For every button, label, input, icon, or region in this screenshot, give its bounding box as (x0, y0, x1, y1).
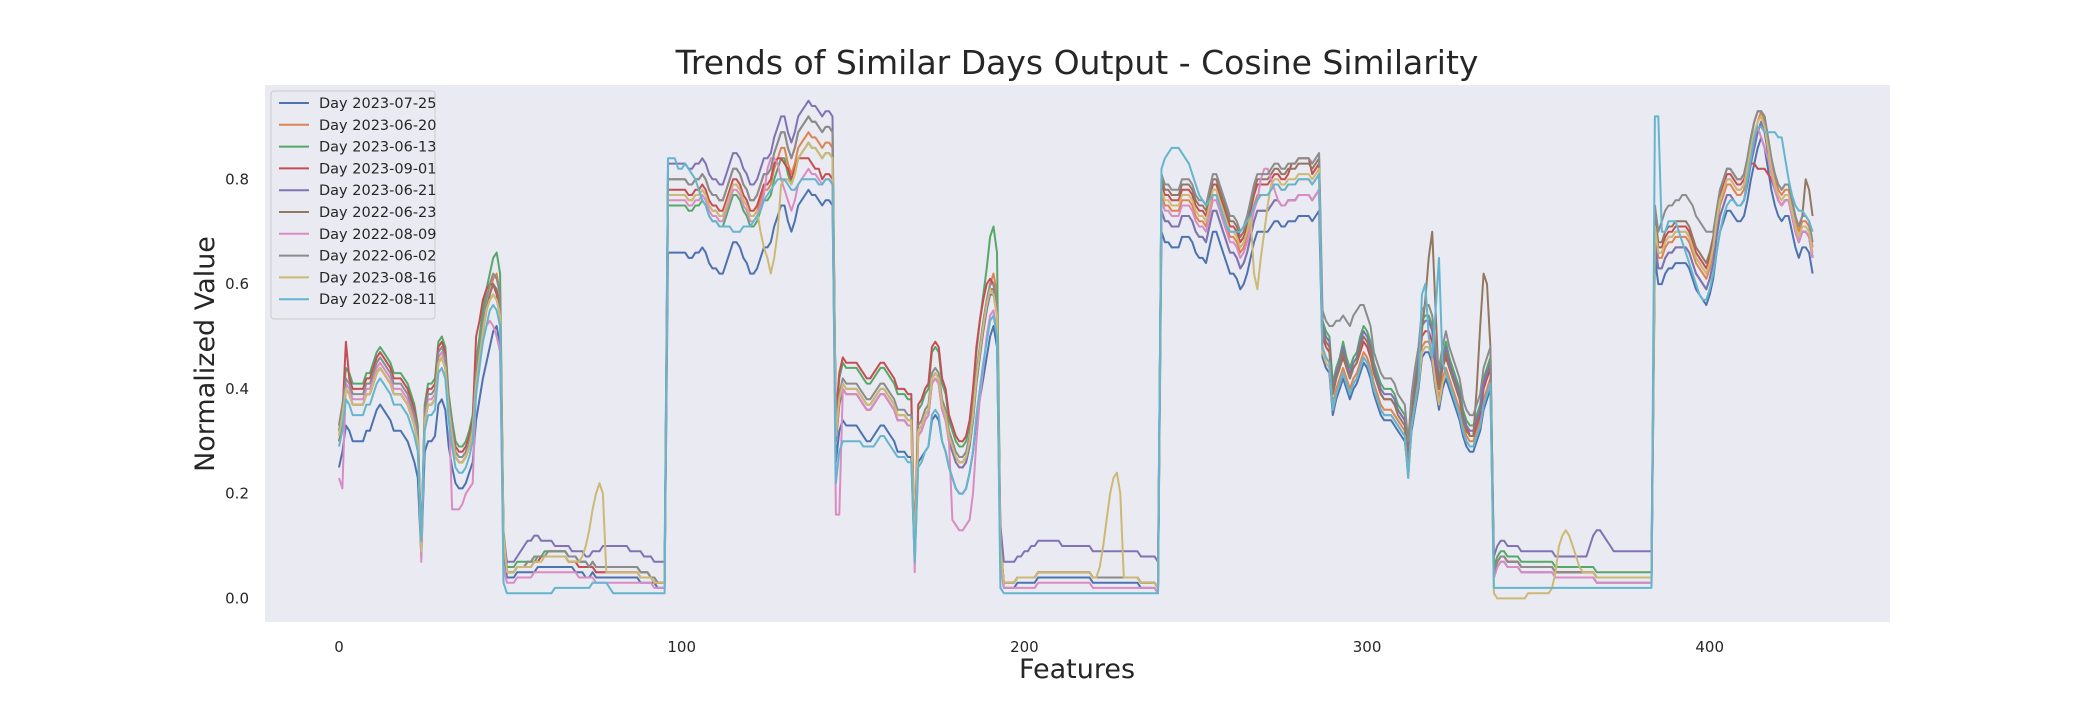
x-tick-label: 200 (1010, 638, 1039, 656)
series-line-10 (338, 115, 1814, 595)
y-tick-label: 0.4 (225, 380, 249, 398)
legend-label: Day 2023-07-25 (319, 96, 437, 112)
legend-box (270, 90, 436, 320)
y-tick-label: 0.2 (225, 485, 249, 503)
y-tick-label: 0.0 (225, 589, 249, 607)
x-tick-label: 300 (1353, 638, 1382, 656)
x-tick-label: 0 (334, 638, 344, 656)
chart-title: Trends of Similar Days Output - Cosine S… (675, 43, 1479, 82)
y-axis-ticks: 0.0 0.2 0.4 0.6 0.8 (225, 170, 249, 607)
y-axis-label: Normalized Value (190, 236, 221, 472)
series-line-5 (338, 99, 1814, 563)
legend-label: Day 2022-06-23 (319, 205, 437, 221)
legend: Day 2023-07-25 Day 2023-06-20 Day 2023-06-… (270, 90, 437, 320)
series-line-9 (338, 115, 1814, 600)
x-tick-label: 100 (667, 638, 696, 656)
legend-label: Day 2023-09-01 (319, 161, 437, 177)
series-layer (338, 99, 1814, 600)
legend-label: Day 2022-06-02 (319, 249, 437, 265)
x-axis-label: Features (1019, 654, 1135, 685)
legend-label: Day 2023-06-21 (319, 183, 437, 199)
legend-label: Day 2022-08-09 (319, 227, 437, 243)
legend-label: Day 2022-08-11 (319, 292, 437, 308)
legend-label: Day 2023-06-13 (319, 140, 437, 156)
x-tick-label: 400 (1695, 638, 1724, 656)
x-axis-ticks: 0 100 200 300 400 (334, 638, 1724, 656)
plot-area (265, 85, 1890, 622)
y-tick-label: 0.6 (225, 275, 249, 293)
series-line-7 (338, 125, 1814, 595)
y-tick-label: 0.8 (225, 170, 249, 188)
legend-label: Day 2023-06-20 (319, 118, 437, 134)
legend-label: Day 2023-08-16 (319, 270, 437, 286)
